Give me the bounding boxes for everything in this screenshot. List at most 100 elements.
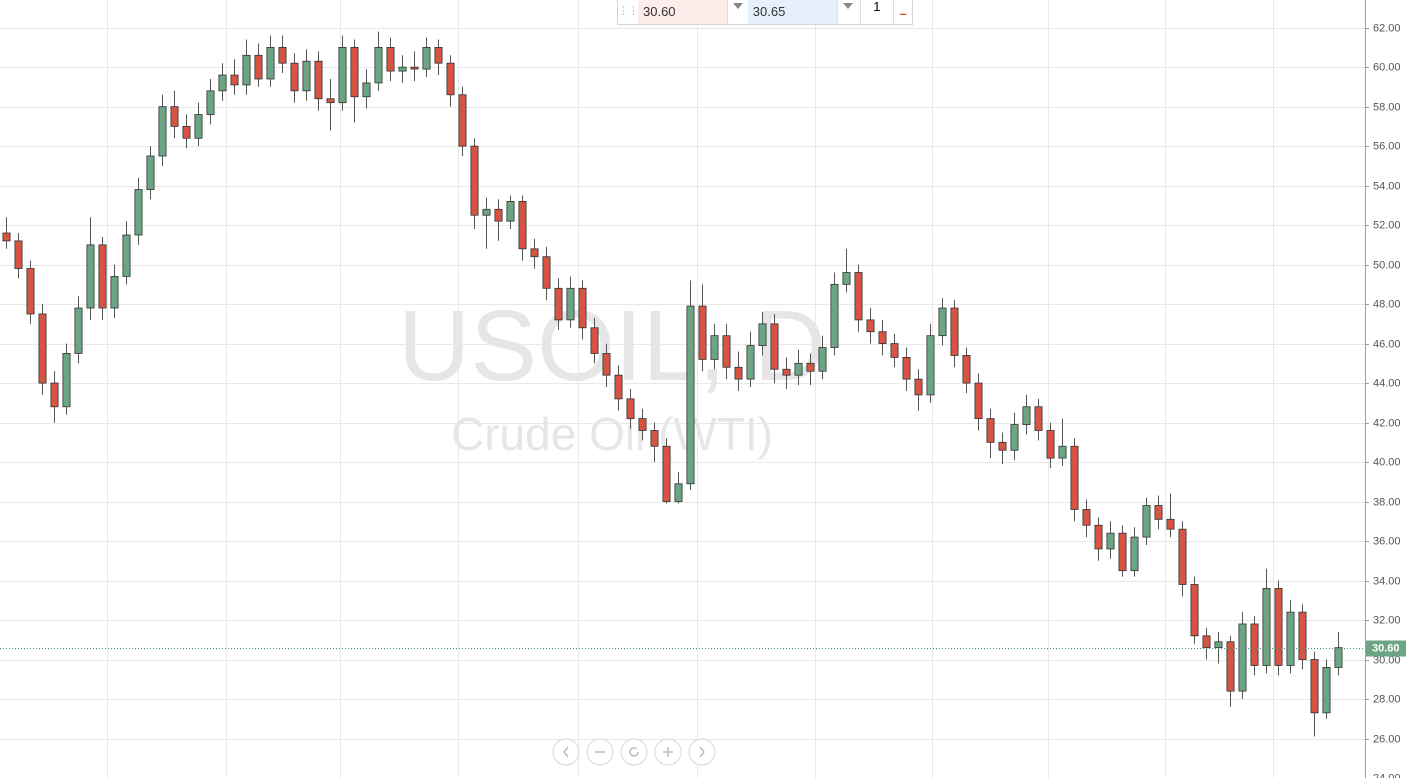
candle [146, 146, 155, 200]
candle-body [458, 94, 467, 147]
candle-body [230, 74, 239, 86]
candle-body [1250, 623, 1259, 666]
candle [338, 35, 347, 111]
candle-body [638, 418, 647, 431]
candle [290, 53, 299, 103]
candle [362, 69, 371, 109]
candle-body [1226, 641, 1235, 692]
quantity-decrease[interactable]: – [899, 6, 907, 21]
candle [122, 221, 131, 285]
candle [698, 284, 707, 372]
candle-body [506, 201, 515, 222]
candle [638, 408, 647, 441]
sell-button[interactable]: 30.60 [638, 0, 728, 24]
candle-body [74, 307, 83, 354]
candle [806, 353, 815, 386]
candle [1130, 527, 1139, 577]
candle [1286, 600, 1295, 674]
time-grid [107, 0, 1274, 778]
candle-body [1022, 406, 1031, 425]
candle-body [146, 155, 155, 190]
candle-body [194, 114, 203, 139]
y-tick-label: 38.00 [1373, 496, 1401, 508]
candle [578, 280, 587, 340]
candle-body [170, 106, 179, 127]
candle [566, 276, 575, 328]
candle-body [1118, 532, 1127, 572]
candle [770, 313, 779, 384]
candle-body [866, 319, 875, 333]
candle [1262, 568, 1271, 674]
candle-body [182, 125, 191, 139]
candle [254, 43, 263, 87]
candle [722, 323, 731, 380]
candle-body [830, 283, 839, 348]
candle [686, 280, 695, 490]
candle [734, 351, 743, 391]
candle [1250, 616, 1259, 676]
candle [134, 177, 143, 245]
candle-body [26, 268, 35, 315]
y-tick-label: 26.00 [1373, 733, 1401, 745]
candle-body [1202, 635, 1211, 649]
candle [1070, 438, 1079, 522]
candle [206, 78, 215, 125]
y-tick-label: 56.00 [1373, 140, 1401, 152]
y-tick-label: 34.00 [1373, 575, 1401, 587]
candle [710, 323, 719, 370]
candle-body [1310, 659, 1319, 714]
candle [626, 389, 635, 429]
candle [842, 248, 851, 293]
candle-body [794, 362, 803, 376]
candle [374, 31, 383, 91]
candle-body [698, 305, 707, 360]
candle-body [470, 145, 479, 216]
candle [506, 195, 515, 230]
candle-body [50, 382, 59, 408]
candle-body [14, 240, 23, 269]
candle [650, 422, 659, 463]
candle-body [1238, 623, 1247, 692]
candle [422, 37, 431, 78]
candle [1298, 604, 1307, 670]
candle [242, 39, 251, 95]
candle [662, 438, 671, 504]
candle-body [1142, 505, 1151, 538]
buy-button[interactable]: 30.65 [747, 0, 837, 24]
candle [830, 272, 839, 356]
drag-handle[interactable]: ⋮⋮ [618, 5, 639, 17]
candle-body [86, 244, 95, 309]
candle-body [1094, 524, 1103, 550]
candle [1094, 517, 1103, 561]
y-tick-label: 58.00 [1373, 101, 1401, 113]
candle-body [974, 382, 983, 420]
scroll-right-button[interactable] [688, 738, 716, 766]
candle [794, 349, 803, 386]
candle-body [302, 60, 311, 92]
candle [326, 78, 335, 131]
candle [1238, 612, 1247, 700]
candle [818, 335, 827, 380]
candle-body [686, 305, 695, 485]
buy-dropdown[interactable] [836, 0, 858, 24]
y-tick-label: 46.00 [1373, 338, 1401, 350]
y-tick-label: 32.00 [1373, 614, 1401, 626]
candle-body [662, 445, 671, 502]
candle [1010, 412, 1019, 461]
candle-body [770, 323, 779, 370]
nav-icons [563, 746, 705, 758]
candle [1058, 418, 1067, 467]
candle [230, 59, 239, 95]
reset-button[interactable] [620, 738, 648, 766]
quantity-input[interactable]: 1 [859, 0, 895, 24]
candle-body [110, 276, 119, 309]
y-tick-label: 42.00 [1373, 417, 1401, 429]
last-price-box [1366, 640, 1406, 657]
scroll-left-button[interactable] [552, 738, 580, 766]
sell-dropdown[interactable] [727, 0, 748, 24]
candle [38, 304, 47, 395]
candle-body [950, 307, 959, 356]
candle-body [902, 357, 911, 380]
y-tick-label: 54.00 [1373, 180, 1401, 192]
candle [926, 323, 935, 403]
